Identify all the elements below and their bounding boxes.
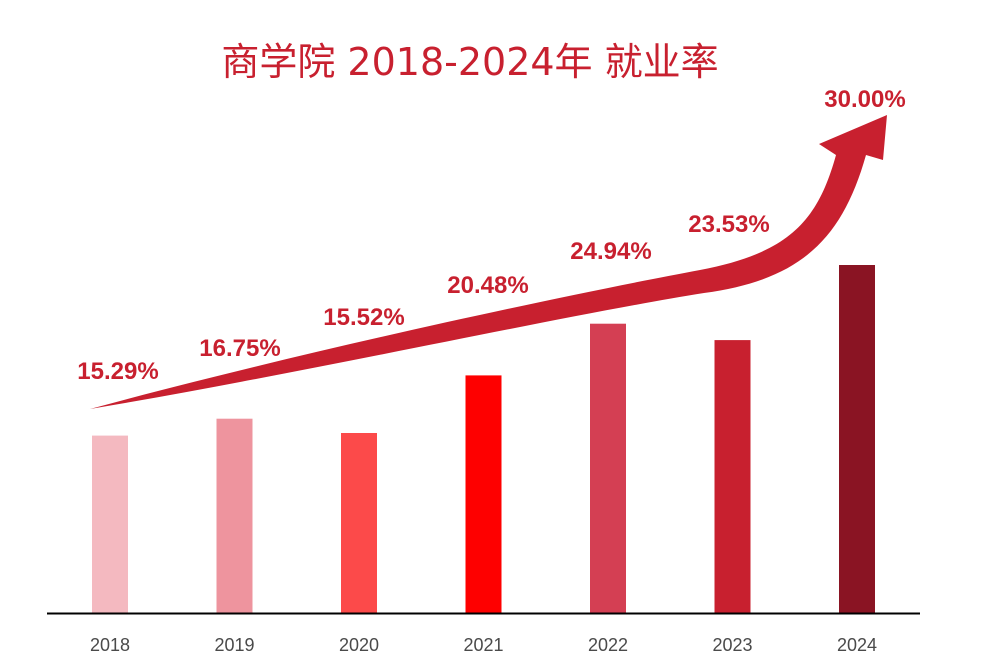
x-tick-label-2019: 2019 xyxy=(214,635,254,655)
x-tick-label-2021: 2021 xyxy=(463,635,503,655)
value-label-2019: 16.75% xyxy=(199,335,280,362)
value-label-2023: 23.53% xyxy=(688,211,769,238)
value-label-2022: 24.94% xyxy=(570,238,651,265)
chart-title: 商学院 2018-2024年 就业率 xyxy=(221,40,718,84)
value-label-2024: 30.00% xyxy=(824,86,905,113)
x-tick-label-2022: 2022 xyxy=(588,635,628,655)
tick-labels-group: 2018 2019 2020 2021 2022 2023 2024 xyxy=(90,635,877,655)
bar-2021 xyxy=(465,375,502,613)
bar-2018 xyxy=(92,435,128,613)
x-tick-label-2020: 2020 xyxy=(339,635,379,655)
bar-2019 xyxy=(216,418,253,613)
trend-arrow xyxy=(90,115,887,409)
x-tick-label-2024: 2024 xyxy=(837,635,877,655)
bar-2024 xyxy=(839,265,875,613)
x-tick-label-2023: 2023 xyxy=(712,635,752,655)
bar-2020 xyxy=(341,433,377,613)
value-labels-group: 15.29% 16.75% 15.52% 20.48% 24.94% 23.53% 30.0… xyxy=(77,86,905,385)
x-tick-label-2018: 2018 xyxy=(90,635,130,655)
bar-2022 xyxy=(590,323,626,613)
value-label-2020: 15.52% xyxy=(323,304,404,331)
value-label-2021: 20.48% xyxy=(447,272,528,299)
value-label-2018: 15.29% xyxy=(77,358,158,385)
bars-group xyxy=(92,265,875,613)
bar-2023 xyxy=(714,340,751,613)
